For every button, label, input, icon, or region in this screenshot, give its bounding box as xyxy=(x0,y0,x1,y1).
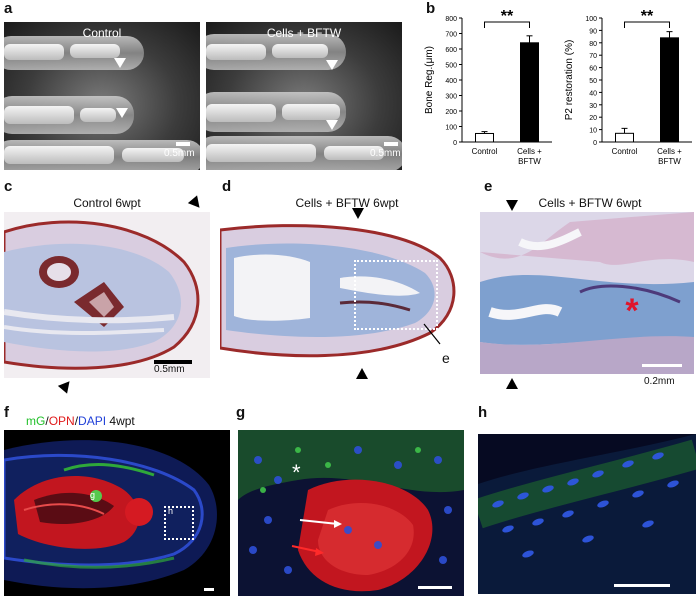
histology-zoom-image: * xyxy=(480,212,694,374)
inset-label-g: g xyxy=(90,490,96,500)
fluorescence-zoom-g-image: * xyxy=(238,430,464,596)
scale-bar xyxy=(642,364,682,367)
callout-line xyxy=(423,323,441,345)
arrowhead-marker xyxy=(506,378,518,389)
scale-bar xyxy=(384,142,398,146)
bone-reg-chart: 0 100 200 300 400 500 600 700 800 Bone Reg.(μm) Co… xyxy=(424,8,552,166)
bar xyxy=(615,132,634,143)
p2-restoration-chart: 0 10 20 30 40 50 60 70 80 90 100 P2 restoration (%)… xyxy=(564,8,692,166)
y-tick-label: 600 xyxy=(445,47,457,54)
arrowhead-marker xyxy=(506,200,518,211)
arrowhead-marker xyxy=(114,58,126,68)
svg-text:*: * xyxy=(625,292,639,330)
y-tick-label: 0 xyxy=(453,140,457,147)
panel-letter-c: c xyxy=(4,178,13,195)
panel-letter-e: e xyxy=(484,178,493,195)
xray-treated-title: Cells + BFTW xyxy=(266,26,342,40)
y-tick-label: 100 xyxy=(445,125,457,132)
histology-zoom-title: Cells + BFTW 6wpt xyxy=(538,196,642,210)
scale-bar xyxy=(176,142,190,146)
fluorescence-overview-image: h g xyxy=(4,430,230,596)
histology-treated-title: Cells + BFTW 6wpt xyxy=(295,196,399,210)
channel-opn-label: OPN xyxy=(48,414,75,428)
x-tick-label: BFTW xyxy=(518,157,541,166)
scale-bar xyxy=(154,360,192,364)
x-tick-label: Cells + xyxy=(517,147,542,156)
scale-label: 0.5mm xyxy=(370,148,401,159)
significance-label: ** xyxy=(641,8,654,25)
inset-box xyxy=(354,260,438,330)
bar xyxy=(660,37,679,143)
y-tick-label: 100 xyxy=(585,16,597,23)
y-tick-label: 20 xyxy=(589,115,597,122)
x-tick-label: BFTW xyxy=(658,157,681,166)
fluorescence-zoom-h-image xyxy=(478,434,696,594)
xray-control-title: Control xyxy=(82,26,122,40)
y-tick-label: 500 xyxy=(445,63,457,70)
panel-letter-a: a xyxy=(4,0,13,17)
y-axis-label: Bone Reg.(μm) xyxy=(424,46,435,114)
y-tick-label: 70 xyxy=(589,53,597,60)
asterisk-marker: * xyxy=(292,460,301,485)
x-tick-label: Cells + xyxy=(657,147,682,156)
y-tick-label: 60 xyxy=(589,66,597,73)
scale-bar xyxy=(204,588,214,591)
slash-separator: / xyxy=(74,414,79,428)
callout-label-e: e xyxy=(442,350,450,366)
slash-separator: / xyxy=(45,414,49,428)
scale-label: 0.2mm xyxy=(644,376,675,387)
y-tick-label: 700 xyxy=(445,32,457,39)
x-tick-label: Control xyxy=(612,147,638,156)
y-tick-label: 80 xyxy=(589,41,597,48)
panel-letter-g: g xyxy=(236,404,246,421)
arrowhead-marker xyxy=(326,60,338,70)
panel-letter-h: h xyxy=(478,404,488,421)
bar xyxy=(475,132,494,143)
inset-box-h xyxy=(164,506,194,540)
y-tick-label: 0 xyxy=(593,140,597,147)
scale-label: 0.5mm xyxy=(154,364,185,375)
arrowhead-marker xyxy=(356,368,368,379)
arrowhead-marker xyxy=(352,208,364,219)
histology-treated-image xyxy=(220,218,464,368)
panel-letter-f: f xyxy=(4,404,9,421)
y-tick-label: 200 xyxy=(445,109,457,116)
panel-letter-b: b xyxy=(426,0,436,17)
scale-bar xyxy=(418,586,452,589)
panel-letter-d: d xyxy=(222,178,232,195)
histology-control-image: 0.5mm xyxy=(4,212,210,378)
y-tick-label: 30 xyxy=(589,103,597,110)
timepoint-label: 4wpt xyxy=(106,414,135,428)
significance-label: ** xyxy=(501,8,514,25)
significance-bracket xyxy=(484,21,530,28)
fluorescence-channel-legend: mG/OPN/DAPI 4wpt xyxy=(26,414,135,428)
arrowhead-marker xyxy=(326,120,338,130)
channel-dapi-label: DAPI xyxy=(78,414,107,428)
channel-mg-label: mG xyxy=(26,414,46,428)
xray-control-image: Control 0.5mm xyxy=(4,22,200,170)
scale-label: 0.5mm xyxy=(164,148,195,159)
y-tick-label: 300 xyxy=(445,94,457,101)
arrowhead-marker xyxy=(57,377,75,394)
scale-bar xyxy=(614,584,670,587)
xray-treated-image: Cells + BFTW 0.5mm xyxy=(206,22,402,170)
x-tick-label: Control xyxy=(472,147,498,156)
y-tick-label: 800 xyxy=(445,16,457,23)
inset-label-h: h xyxy=(168,506,174,516)
y-axis-label: P2 restoration (%) xyxy=(564,40,575,121)
significance-bracket xyxy=(624,21,670,28)
y-tick-label: 40 xyxy=(589,90,597,97)
y-tick-label: 10 xyxy=(589,128,597,135)
y-tick-label: 400 xyxy=(445,78,457,85)
arrowhead-marker xyxy=(116,108,128,118)
y-tick-label: 90 xyxy=(589,28,597,35)
histology-control-title: Control 6wpt xyxy=(73,196,141,210)
bar xyxy=(520,42,539,143)
y-tick-label: 50 xyxy=(589,78,597,85)
